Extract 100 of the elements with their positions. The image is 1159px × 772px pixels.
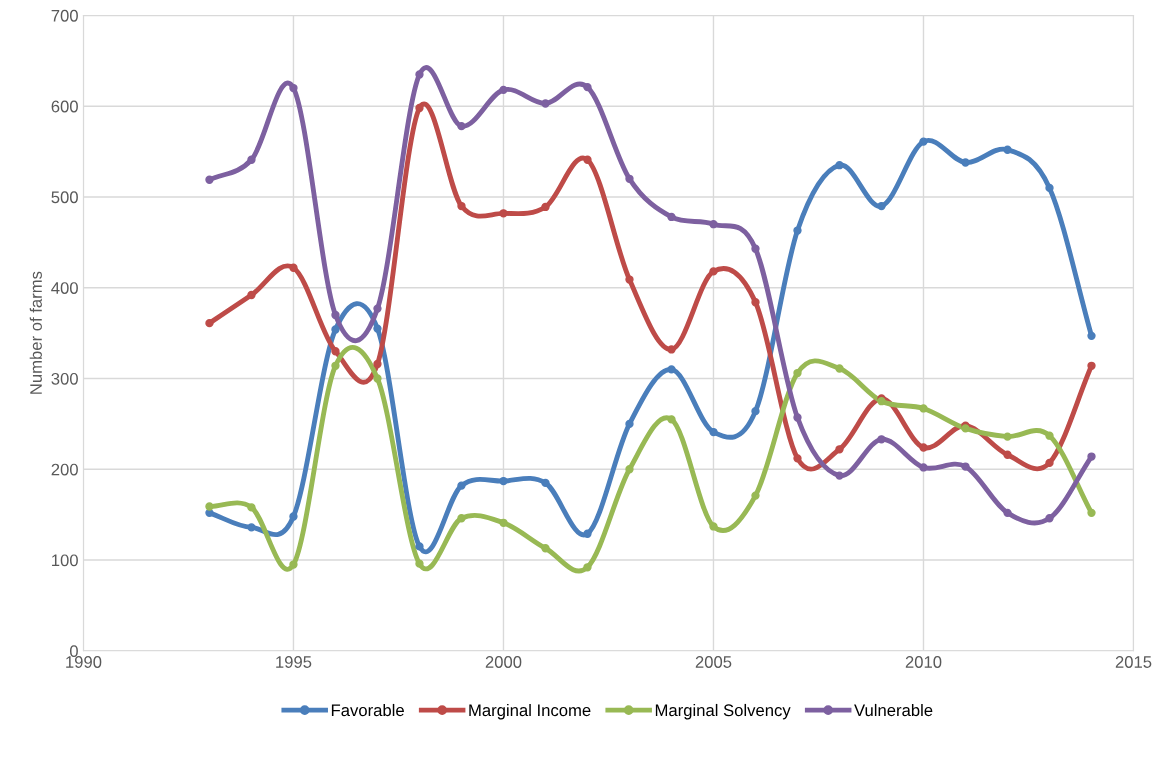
point: [1003, 145, 1012, 154]
y-tick-label: 400: [51, 282, 78, 294]
point: [331, 325, 340, 334]
point: [373, 374, 382, 383]
point: [919, 463, 928, 472]
point: [583, 529, 592, 538]
point: [919, 443, 928, 452]
point: [373, 304, 382, 313]
x-tick-label: 2000: [485, 656, 522, 668]
x-tick-label: 2010: [905, 656, 942, 668]
point: [583, 155, 592, 164]
point: [961, 462, 970, 471]
x-tick-label: 1990: [66, 656, 102, 668]
point: [835, 161, 844, 170]
point: [247, 503, 256, 512]
point: [1045, 431, 1054, 440]
point: [205, 502, 214, 511]
point: [331, 347, 340, 356]
point: [709, 220, 718, 229]
point: [709, 427, 718, 437]
point: [1087, 452, 1096, 461]
point: [205, 175, 214, 184]
point: [541, 478, 550, 488]
point: [457, 481, 466, 490]
y-tick-label: 200: [51, 463, 78, 476]
point: [1003, 450, 1012, 459]
point: [1045, 183, 1054, 193]
y-tick-label: 0: [69, 645, 78, 657]
point: [415, 542, 424, 551]
point: [289, 560, 298, 569]
point: [667, 345, 676, 354]
point: [625, 174, 634, 183]
point: [289, 83, 298, 93]
legend-label: Marginal Income: [469, 703, 591, 720]
y-axis-title: Number of farms: [29, 271, 42, 394]
point: [247, 523, 256, 532]
y-tick-label: 600: [51, 100, 78, 113]
point: [583, 82, 592, 92]
point: [751, 298, 760, 307]
point: [415, 70, 424, 79]
point: [919, 404, 928, 413]
y-tick-label: 100: [52, 554, 78, 567]
point: [793, 413, 802, 422]
y-tick-label: 500: [51, 191, 78, 204]
point: [205, 318, 214, 328]
point: [877, 435, 886, 444]
point: [1045, 514, 1054, 523]
point: [415, 103, 424, 113]
point: [667, 415, 676, 424]
point: [289, 263, 298, 272]
point: [541, 202, 550, 212]
legend-label: Vulnerable: [854, 703, 933, 717]
x-tick-label: 2015: [1115, 656, 1152, 668]
point: [457, 122, 466, 131]
point: [1087, 331, 1096, 341]
point: [373, 359, 382, 369]
x-tick-label: 1995: [276, 656, 312, 668]
point: [373, 324, 382, 333]
point: [625, 419, 634, 429]
point: [247, 290, 256, 300]
y-tick-label: 700: [51, 9, 78, 22]
point: [499, 209, 508, 218]
point: [1087, 508, 1096, 518]
legend-label: Marginal Solvency: [655, 703, 791, 720]
point: [1003, 432, 1012, 441]
point: [499, 476, 508, 486]
legend-label: Favorable: [331, 703, 404, 717]
point: [1003, 508, 1012, 518]
point: [415, 559, 424, 568]
point: [1087, 361, 1096, 370]
point: [835, 445, 844, 454]
point: [667, 365, 676, 374]
y-tick-label: 300: [51, 372, 78, 385]
point: [751, 244, 760, 253]
point: [331, 361, 340, 370]
point: [457, 514, 466, 523]
point: [793, 226, 802, 235]
point: [667, 212, 676, 222]
point: [625, 275, 634, 284]
point: [1045, 458, 1054, 468]
point: [247, 155, 256, 164]
point: [541, 544, 550, 553]
point: [625, 465, 634, 474]
point: [835, 364, 844, 373]
point: [793, 454, 802, 463]
point: [457, 201, 466, 211]
point: [583, 563, 592, 572]
point: [877, 201, 886, 211]
x-tick-label: 2005: [695, 656, 732, 668]
point: [835, 471, 844, 480]
point: [289, 512, 298, 521]
point: [331, 310, 340, 320]
point: [499, 518, 508, 527]
point: [919, 137, 928, 146]
point: [961, 158, 970, 167]
point: [499, 85, 508, 95]
point: [709, 522, 718, 531]
point: [541, 99, 550, 108]
point: [709, 267, 718, 276]
point: [793, 368, 802, 378]
